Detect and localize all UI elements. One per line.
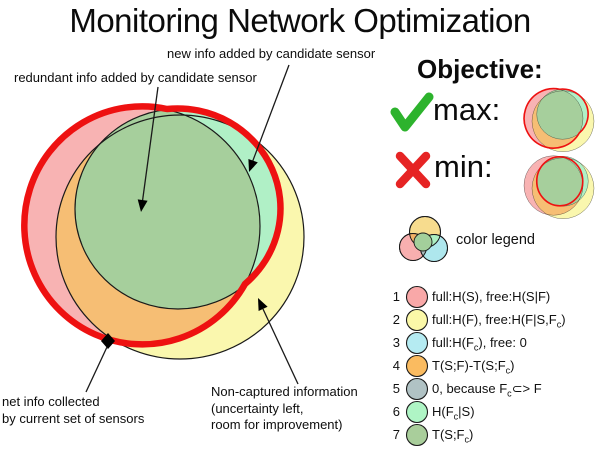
- legend-row-number: 2: [392, 312, 400, 327]
- main-venn: [24, 106, 304, 359]
- legend-row-text: full:H(Fc), free: 0: [432, 335, 527, 353]
- objective-heading: Objective:: [417, 54, 543, 84]
- legend-row: 5 0, because Fc⊂> F: [391, 381, 596, 399]
- legend-color-swatch: [405, 331, 429, 355]
- redundant-arrowhead: [137, 199, 148, 212]
- non-captured-arrowhead: [258, 298, 268, 311]
- legend-color-swatch: [405, 308, 429, 332]
- legend-row-number: 3: [392, 335, 400, 350]
- check-icon: [390, 92, 434, 132]
- new-info-label: new info added by candidate sensor: [167, 46, 376, 61]
- arrowheads: [137, 159, 268, 311]
- redundant-info-label: redundant info added by candidate sensor: [14, 70, 257, 85]
- min-label: min:: [434, 149, 493, 184]
- page-title: Monitoring Network Optimization: [69, 2, 531, 39]
- legend-row-text: T(S;Fc): [432, 427, 474, 445]
- legend-row-number: 1: [392, 289, 400, 304]
- legend-color-swatch: [405, 423, 429, 447]
- legend-row-text: T(S;F)-T(S;Fc): [432, 358, 515, 376]
- legend-row: 3 full:H(Fc), free: 0: [391, 335, 596, 353]
- legend-row-text: H(Fc|S): [432, 404, 475, 422]
- non-captured-pointer-line: [262, 308, 299, 385]
- new-info-pointer-line: [251, 64, 290, 164]
- pointer-lines: [85, 64, 299, 393]
- legend-row-number: 5: [392, 381, 400, 396]
- legend-row-text: full:H(F), free:H(F|S,Fc): [432, 312, 566, 330]
- legend-row: 2 full:H(F), free:H(F|S,Fc): [391, 312, 596, 330]
- redundant-pointer-line: [141, 86, 159, 202]
- min-venn-icon: [524, 156, 594, 219]
- legend-row-text: full:H(S), free:H(S|F): [432, 289, 551, 304]
- x-icon: [395, 151, 431, 189]
- color-legend-title: color legend: [456, 232, 535, 248]
- legend-row-number: 7: [392, 427, 400, 442]
- diamond-marker: [101, 333, 115, 349]
- legend-row: 1 full:H(S), free:H(S|F): [391, 289, 596, 304]
- new-info-arrowhead: [248, 159, 258, 172]
- legend-swatches: [405, 285, 429, 447]
- legend-row: 7 T(S;Fc): [391, 427, 596, 445]
- non-captured-label: Non-captured information (uncertainty le…: [211, 384, 358, 432]
- max-venn-icon: [523, 87, 594, 152]
- legend-color-swatch: [405, 354, 429, 378]
- legend-row: 4 T(S;F)-T(S;Fc): [391, 358, 596, 376]
- max-label: max:: [433, 92, 501, 127]
- legend-row-number: 4: [392, 358, 400, 373]
- legend-row: 6 H(Fc|S): [391, 404, 596, 422]
- legend-row-text: 0, because Fc⊂> F: [432, 381, 542, 399]
- legend-color-swatch: [405, 377, 429, 401]
- net-info-pointer-line: [85, 346, 108, 393]
- color-legend-venn-icon: [399, 216, 448, 262]
- legend-row-number: 6: [392, 404, 400, 419]
- net-info-label: net info collected by current set of sen…: [2, 394, 145, 426]
- legend-color-swatch: [405, 400, 429, 424]
- legend-color-swatch: [405, 285, 429, 309]
